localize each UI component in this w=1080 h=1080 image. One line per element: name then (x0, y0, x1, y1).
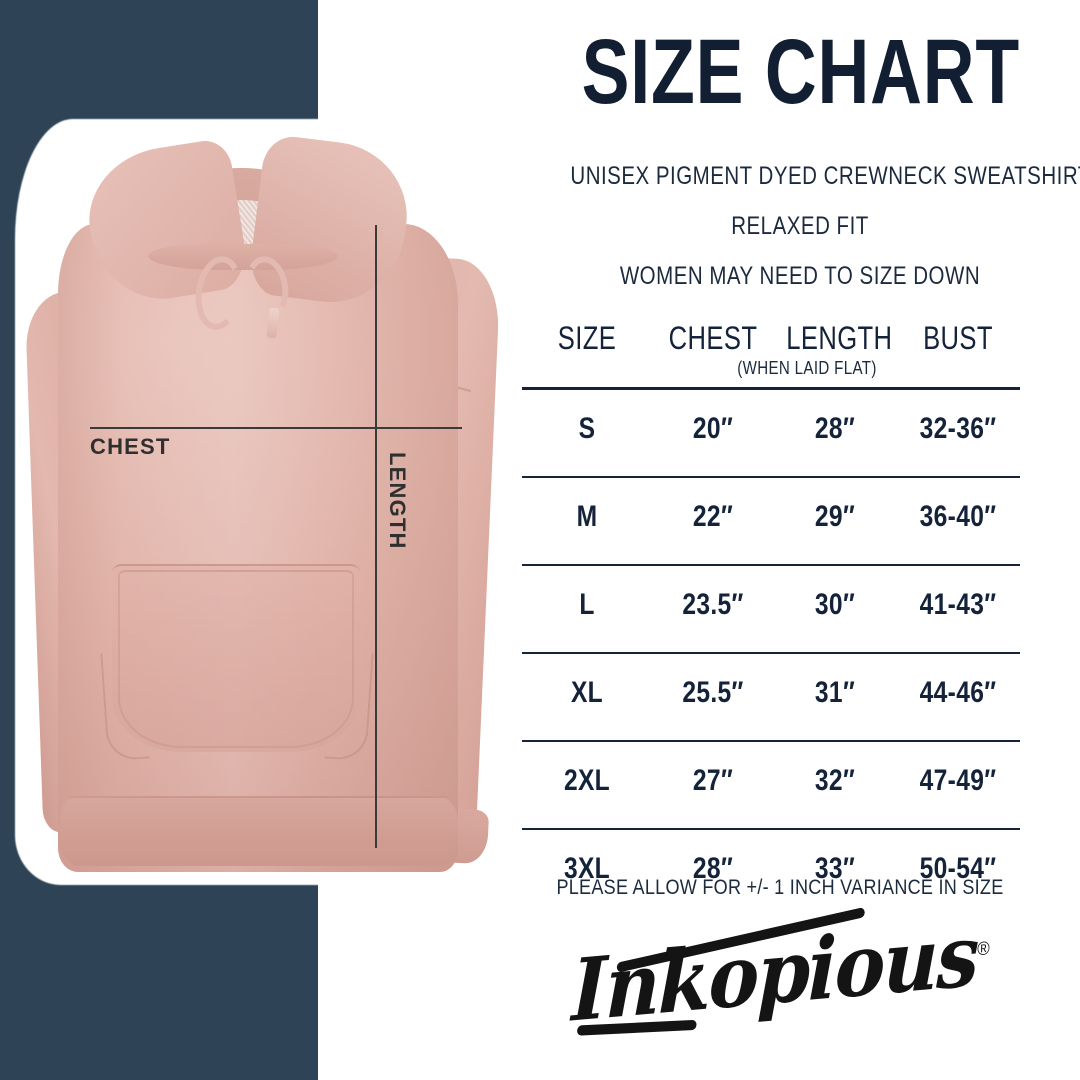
cell-length: 29″ (814, 500, 856, 533)
cell-size: 2XL (563, 764, 611, 797)
brand-name: Inkopious (571, 905, 979, 1041)
cell-bust: 47-49″ (919, 764, 997, 797)
cell-chest: 27″ (692, 764, 734, 797)
page-title: SIZE CHART (581, 21, 1020, 123)
column-header-length: LENGTH (786, 320, 893, 356)
brand-logo: Inkopious® (520, 905, 1040, 1041)
subtitle-product: UNISEX PIGMENT DYED CREWNECK SWEATSHIRT (570, 162, 1080, 190)
cell-chest: 23.5″ (682, 588, 744, 621)
column-header-size: SIZE (557, 320, 617, 356)
cell-size: L (579, 588, 595, 621)
chart-content: SIZE CHART UNISEX PIGMENT DYED CREWNECK … (520, 0, 1080, 1080)
table-row-divider (522, 564, 1020, 566)
garment-body-shading (58, 224, 458, 872)
brand-wordmark: Inkopious® (571, 904, 989, 1041)
table-row: XL 25.5″ 31″ 44-46″ (522, 654, 1020, 732)
pocket-topstitch (118, 570, 354, 748)
cell-chest: 20″ (692, 412, 734, 445)
garment-body (58, 224, 458, 872)
registered-trademark-icon: ® (977, 937, 989, 960)
product-photo: CHEST LENGTH (0, 0, 520, 1080)
table-row: 2XL 27″ 32″ 47-49″ (522, 742, 1020, 820)
cell-size: M (576, 500, 598, 533)
cell-length: 32″ (814, 764, 856, 797)
table-row-divider (522, 828, 1020, 830)
cell-size: S (578, 412, 596, 445)
hem-seam (68, 796, 450, 798)
cell-chest: 25.5″ (682, 676, 744, 709)
length-measure-line (375, 225, 377, 848)
table-row-divider (522, 652, 1020, 654)
table-row: L 23.5″ 30″ 41-43″ (522, 566, 1020, 644)
cell-size: 3XL (563, 852, 611, 885)
cell-length: 28″ (814, 412, 856, 445)
subtitle-fit: RELAXED FIT (731, 212, 869, 240)
size-table: SIZE CHEST LENGTH BUST (WHEN LAID FLAT) … (522, 320, 1020, 908)
cell-bust: 36-40″ (919, 500, 997, 533)
chest-measure-line (90, 427, 462, 429)
cell-length: 30″ (814, 588, 856, 621)
cell-bust: 41-43″ (919, 588, 997, 621)
column-header-chest: CHEST (668, 320, 758, 356)
cell-chest: 28″ (692, 852, 734, 885)
table-top-rule (522, 387, 1020, 390)
chest-measurement-note: (WHEN LAID FLAT) (737, 358, 877, 378)
table-header-row: SIZE CHEST LENGTH BUST (522, 320, 1020, 362)
length-measure-label: LENGTH (385, 452, 410, 550)
cell-chest: 22″ (692, 500, 734, 533)
cell-size: XL (570, 676, 604, 709)
table-row: M 22″ 29″ 36-40″ (522, 478, 1020, 556)
garment-hem (60, 798, 458, 866)
cell-length: 33″ (814, 852, 856, 885)
hoodie-illustration (15, 119, 511, 885)
cell-bust: 32-36″ (919, 412, 997, 445)
table-row-divider (522, 740, 1020, 742)
chest-measure-label: CHEST (90, 434, 171, 459)
neck-band (148, 244, 338, 270)
table-row-divider (522, 476, 1020, 478)
subtitle-sizing-advice: WOMEN MAY NEED TO SIZE DOWN (619, 262, 981, 290)
variance-note: PLEASE ALLOW FOR +/- 1 INCH VARIANCE IN … (556, 876, 1004, 899)
column-header-bust: BUST (923, 320, 993, 356)
table-row: S 20″ 28″ 32-36″ (522, 390, 1020, 468)
cell-bust: 44-46″ (919, 676, 997, 709)
cell-length: 31″ (814, 676, 856, 709)
cell-bust: 50-54″ (919, 852, 997, 885)
table-row: 3XL 28″ 33″ 50-54″ (522, 830, 1020, 908)
